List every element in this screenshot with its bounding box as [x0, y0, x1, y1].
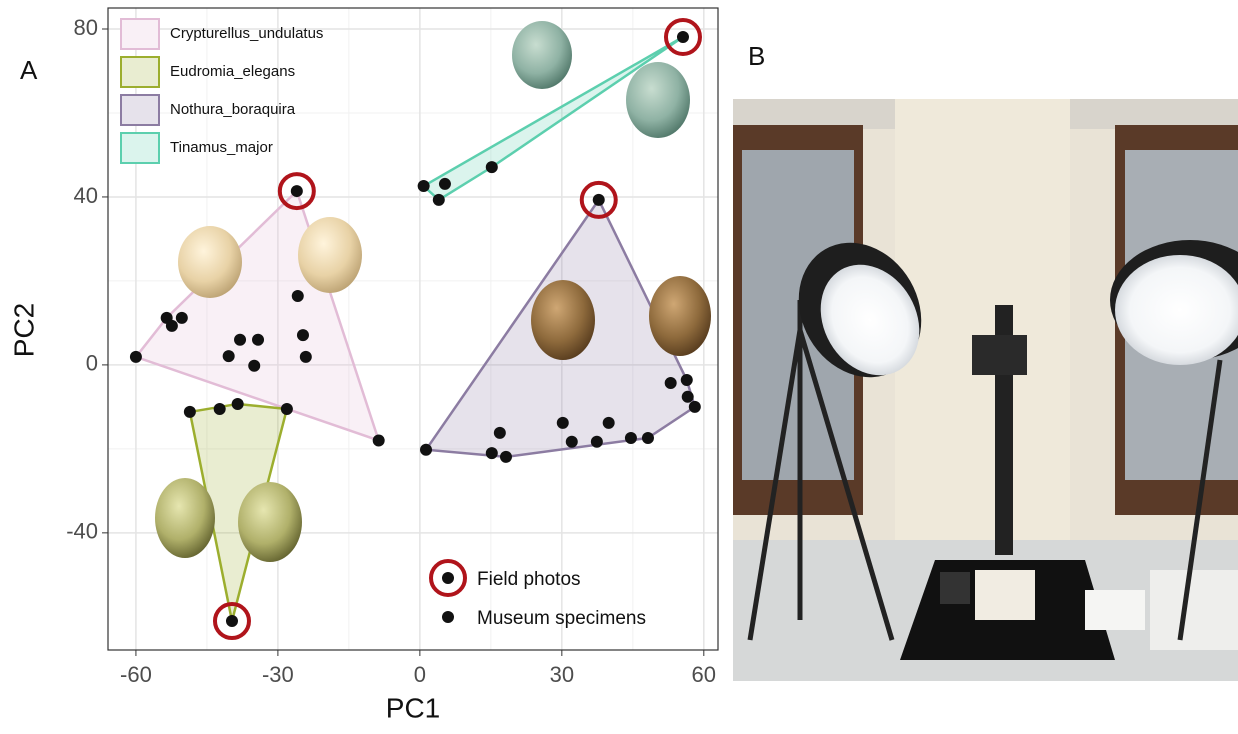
egg-image	[178, 226, 242, 298]
point	[592, 193, 605, 206]
y-tick-label: -40	[66, 519, 98, 544]
point	[296, 329, 309, 342]
point	[485, 161, 498, 174]
x-tick-label: 0	[414, 662, 426, 687]
egg-image	[298, 217, 362, 293]
lamp-face	[1115, 255, 1238, 365]
egg-image	[238, 482, 302, 562]
legend-dot	[442, 572, 454, 584]
x-tick-label: -30	[262, 662, 294, 687]
point	[493, 426, 506, 439]
legend-key	[120, 56, 160, 88]
legend-swatch	[120, 56, 160, 88]
point	[129, 350, 142, 363]
x-tick-label: 30	[550, 662, 574, 687]
point	[291, 290, 304, 303]
point	[417, 180, 430, 193]
point	[213, 402, 226, 415]
point	[565, 435, 578, 448]
point	[664, 376, 677, 389]
camera	[972, 335, 1027, 375]
color-card	[940, 572, 970, 604]
point	[175, 311, 188, 324]
point	[590, 435, 603, 448]
panel-label: B	[748, 41, 765, 71]
field-photo-ring	[212, 602, 251, 641]
photo-panel	[733, 99, 1238, 681]
point	[231, 397, 244, 410]
legend-swatch	[120, 132, 160, 164]
egg-image	[155, 478, 215, 558]
plot-area	[108, 8, 718, 650]
point	[165, 319, 178, 332]
lamp-face	[820, 264, 920, 376]
plot-panel: -60 -30 0 30 60 -40 0 40 80 Crypturellus_undulatu…	[66, 7, 719, 687]
legend-label: Crypturellus_undulatus	[170, 25, 323, 42]
point	[372, 434, 385, 447]
point	[420, 443, 433, 456]
egg-tray	[975, 570, 1035, 620]
point	[676, 30, 689, 43]
legend-key	[120, 94, 160, 126]
point	[234, 333, 247, 346]
point	[183, 405, 196, 418]
x-tick-label: 60	[692, 662, 716, 687]
point	[681, 390, 694, 403]
point	[280, 402, 293, 415]
egg-image	[649, 276, 711, 356]
tripod-leg	[1177, 359, 1223, 641]
point	[438, 177, 451, 190]
legend-key	[120, 132, 160, 164]
field-photo-ring	[579, 180, 618, 219]
point	[299, 350, 312, 363]
legend-swatch	[120, 18, 160, 50]
point	[248, 359, 261, 372]
egg-image	[531, 280, 595, 360]
point	[225, 615, 238, 628]
legend-label: Tinamus_major	[170, 139, 273, 156]
point	[485, 447, 498, 460]
legend-swatch	[120, 94, 160, 126]
wall-pillar	[895, 99, 1070, 559]
point	[252, 333, 265, 346]
legend-label: Nothura_boraquira	[170, 101, 296, 118]
plot-border	[107, 7, 719, 651]
egg-image	[512, 21, 572, 89]
y-axis-label: PC2	[8, 303, 39, 357]
point	[602, 416, 615, 429]
field-photo-ring	[663, 17, 702, 56]
point	[556, 416, 569, 429]
point	[499, 450, 512, 463]
field-photo-ring	[277, 172, 316, 211]
legend-label: Field photos	[477, 569, 581, 590]
egg-image	[626, 62, 690, 138]
tripod-leg	[797, 329, 895, 641]
legend-dot	[442, 611, 454, 623]
point	[641, 431, 654, 444]
y-tick-label: 80	[74, 15, 98, 40]
point	[680, 374, 693, 387]
tripod-leg	[747, 329, 803, 641]
egg-box	[1085, 590, 1145, 630]
x-tick-label: -60	[120, 662, 152, 687]
legend-ring	[429, 559, 467, 597]
y-tick-label: 40	[74, 183, 98, 208]
point	[688, 400, 701, 413]
foam-box	[1150, 570, 1238, 650]
point	[432, 193, 445, 206]
y-tick-label: 0	[86, 351, 98, 376]
point	[624, 431, 637, 444]
legend-label: Eudromia_elegans	[170, 63, 295, 80]
legend-key	[120, 18, 160, 50]
point	[222, 350, 235, 363]
x-axis-label: PC1	[386, 692, 440, 723]
legend-label: Museum specimens	[477, 608, 646, 629]
panel-label: A	[20, 55, 38, 85]
point	[290, 185, 303, 198]
